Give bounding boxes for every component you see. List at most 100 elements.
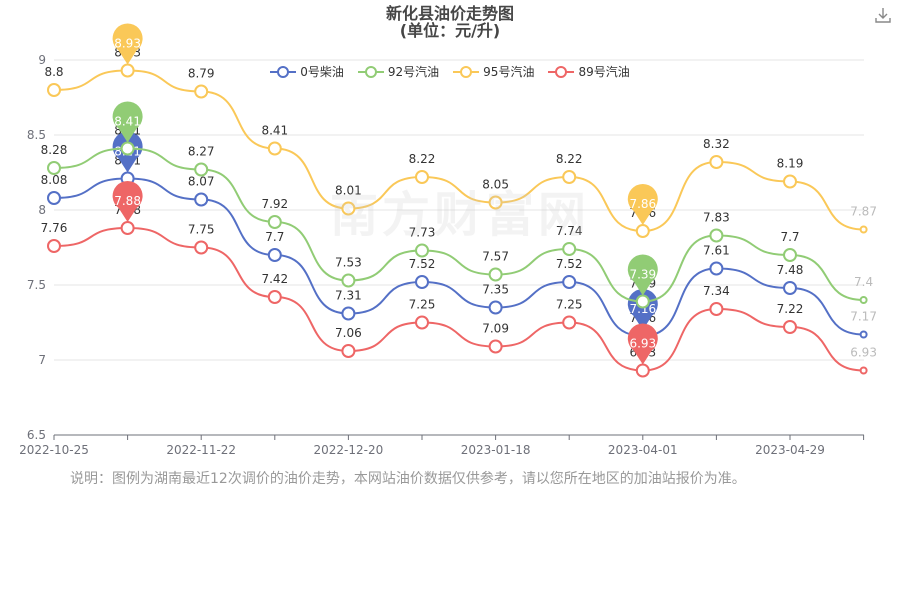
data-point: [194, 240, 209, 255]
legend-swatch: [453, 65, 480, 78]
chart-note: 说明：图例为湖南最近12次调价的油价走势，本网站油价数据仅供参考，请以您所在地区…: [70, 471, 746, 487]
marker-pin-max: [112, 23, 143, 65]
data-point: [341, 273, 356, 288]
x-tick-label: 2022-11-22: [166, 443, 236, 457]
marker-label-max: 8.93: [114, 37, 141, 51]
legend-label: 89号汽油: [578, 65, 630, 79]
data-label: 7.25: [409, 298, 436, 312]
data-label: 7.92: [261, 197, 288, 211]
data-label: 7.09: [482, 322, 509, 336]
data-label: 7.57: [482, 250, 509, 264]
data-label: 8.27: [188, 145, 215, 159]
data-label: 8.01: [335, 184, 362, 198]
data-label: 7.53: [335, 256, 362, 270]
data-label: 7.22: [777, 302, 804, 316]
data-label: 8.32: [703, 137, 730, 151]
legend-item-3[interactable]: 89号汽油: [548, 63, 630, 80]
legend-swatch: [548, 65, 575, 78]
data-point: [194, 192, 209, 207]
download-icon[interactable]: [874, 6, 892, 24]
data-label: 7.7: [780, 230, 799, 244]
data-point: [488, 339, 503, 354]
marker-label-min: 7.86: [629, 197, 656, 211]
data-label: 7.52: [409, 257, 436, 271]
data-label: 8.79: [188, 67, 215, 81]
marker-pin-min: [627, 254, 658, 296]
data-label: 7.4: [854, 275, 873, 289]
data-point: [709, 261, 724, 276]
data-point: [415, 275, 429, 289]
y-tick-label: 6.5: [27, 428, 46, 442]
data-label: 7.31: [335, 289, 362, 303]
data-point: [709, 155, 724, 169]
chart-subtitle: (单位：元/升): [399, 21, 501, 40]
data-point: [47, 161, 61, 175]
marker-label-max: 8.41: [114, 115, 141, 129]
data-point: [267, 215, 282, 229]
data-label: 8.8: [44, 65, 63, 79]
data-label: 8.22: [409, 152, 436, 166]
data-point: [341, 344, 356, 358]
data-label: 7.48: [777, 263, 804, 277]
data-point: [488, 267, 503, 282]
data-point: [488, 195, 503, 210]
data-point: [783, 320, 797, 334]
data-label: 7.73: [409, 226, 436, 240]
marker-pin-min: [627, 184, 658, 225]
data-point: [341, 201, 356, 216]
data-point: [267, 290, 282, 304]
marker-pin-max: [112, 101, 143, 143]
data-point: [267, 141, 282, 156]
data-point: [859, 296, 868, 304]
legend-swatch: [270, 65, 297, 78]
y-tick-label: 7: [38, 353, 46, 367]
legend-item-2[interactable]: 95号汽油: [453, 63, 534, 80]
marker-pin-min: [627, 323, 658, 365]
data-point: [783, 281, 797, 295]
data-label: 8.28: [41, 143, 68, 157]
x-tick-label: 2023-04-01: [608, 443, 678, 457]
legend-swatch: [357, 65, 384, 78]
legend-item-1[interactable]: 92号汽油: [357, 63, 440, 80]
data-label: 7.7: [265, 230, 284, 244]
marker-pin-max: [112, 181, 143, 222]
x-tick-label: 2022-12-20: [314, 443, 384, 457]
data-point: [194, 162, 209, 177]
data-label: 8.07: [188, 175, 215, 189]
y-tick-label: 7.5: [27, 278, 46, 292]
data-label: 7.61: [703, 244, 730, 258]
x-tick-label: 2023-04-29: [755, 443, 825, 457]
data-label: 8.05: [482, 178, 509, 192]
data-label: 7.87: [850, 205, 877, 219]
legend-item-0[interactable]: 0号柴油: [270, 63, 344, 80]
data-point: [415, 315, 429, 330]
data-point: [47, 239, 61, 253]
data-point: [562, 315, 577, 330]
data-label: 8.41: [261, 124, 288, 138]
data-point: [120, 141, 135, 156]
x-tick-label: 2023-01-18: [461, 443, 531, 457]
data-point: [415, 170, 429, 184]
data-label: 7.74: [556, 224, 583, 238]
data-point: [47, 83, 61, 97]
data-point: [709, 228, 724, 243]
data-point: [635, 294, 650, 309]
data-point: [194, 84, 209, 99]
data-label: 7.34: [703, 284, 730, 298]
chart-title: 新化县油价走势图: [385, 4, 514, 23]
data-label: 7.83: [703, 211, 730, 225]
data-point: [562, 242, 577, 256]
marker-label-max: 7.88: [114, 194, 141, 208]
data-point: [783, 248, 797, 262]
data-label: 7.25: [556, 298, 583, 312]
data-point: [47, 191, 61, 205]
data-point: [415, 243, 429, 258]
data-label: 7.42: [261, 272, 288, 286]
data-label: 7.17: [850, 310, 877, 324]
legend-label: 92号汽油: [387, 65, 440, 79]
data-point: [267, 248, 282, 262]
legend-label: 0号柴油: [300, 65, 344, 79]
marker-label-min: 7.16: [629, 302, 656, 316]
data-label: 6.93: [850, 346, 877, 360]
